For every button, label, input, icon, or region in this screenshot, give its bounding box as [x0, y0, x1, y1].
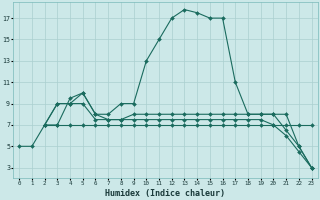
- X-axis label: Humidex (Indice chaleur): Humidex (Indice chaleur): [105, 189, 225, 198]
